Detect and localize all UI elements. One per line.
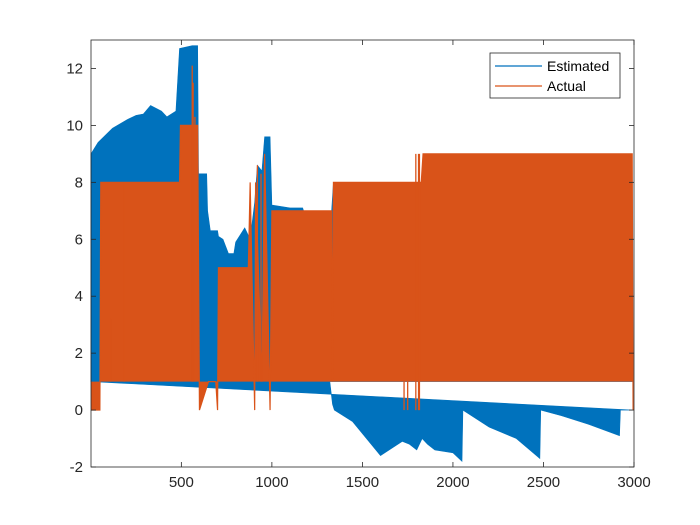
x-axis: 500 1000 1500 2000 2500 3000 bbox=[169, 40, 651, 491]
x-tick-label: 500 bbox=[169, 474, 194, 491]
actual-band bbox=[91, 125, 634, 411]
legend-label: Estimated bbox=[547, 58, 609, 74]
x-tick-label: 2500 bbox=[527, 474, 560, 491]
x-tick-label: 3000 bbox=[617, 474, 650, 491]
data-layer bbox=[90, 45, 634, 462]
actual-line bbox=[91, 124, 634, 411]
y-tick-label: 8 bbox=[75, 174, 83, 191]
x-tick-label: 1500 bbox=[346, 474, 379, 491]
legend-box bbox=[489, 52, 621, 99]
y-tick-label: 4 bbox=[75, 288, 83, 305]
y-tick-label: 12 bbox=[66, 60, 83, 77]
y-tick-label: -2 bbox=[70, 459, 83, 476]
y-tick-label: 0 bbox=[75, 402, 83, 419]
y-axis: -2 0 2 4 6 8 10 12 bbox=[66, 60, 634, 476]
y-tick-label: 6 bbox=[75, 231, 83, 248]
x-tick-label: 1000 bbox=[255, 474, 288, 491]
legend-label: Actual bbox=[547, 78, 586, 94]
x-tick-label: 2000 bbox=[436, 474, 469, 491]
estimated-lower-band bbox=[90, 381, 633, 462]
legend: Estimated Actual bbox=[489, 52, 621, 99]
y-tick-label: 10 bbox=[66, 117, 83, 134]
y-tick-label: 2 bbox=[75, 345, 83, 362]
